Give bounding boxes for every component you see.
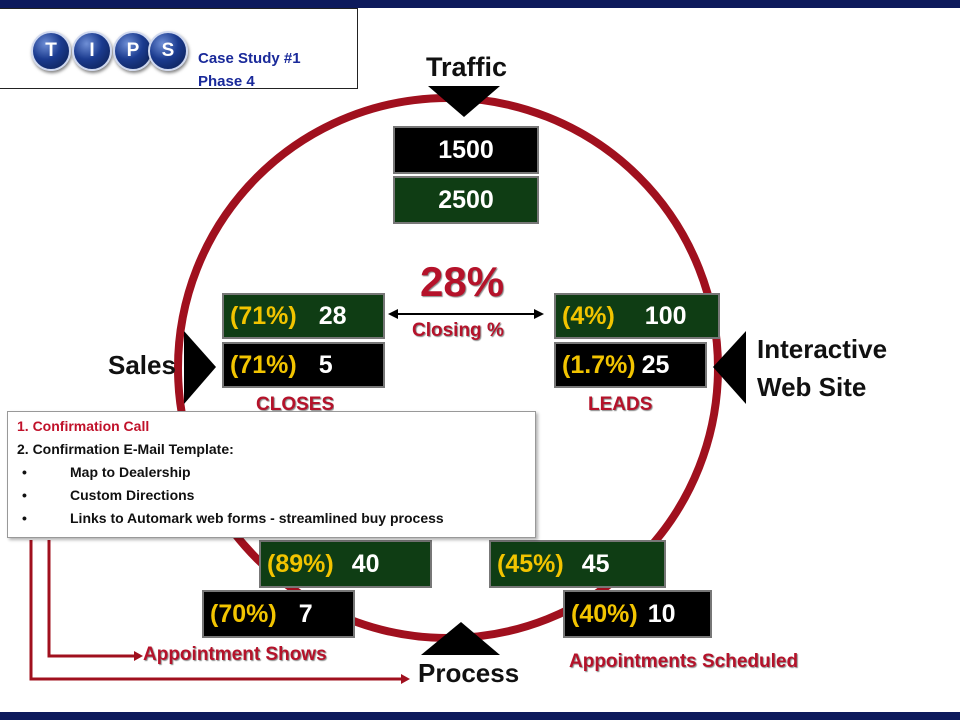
bullet-icon: • xyxy=(22,464,27,480)
callout-item-1: 1. Confirmation Call xyxy=(17,418,150,434)
traffic-top-value: 1500 xyxy=(438,135,494,164)
case-study-line1: Case Study #1 xyxy=(198,50,301,67)
leads-box-bottom: (1.7%) 25 xyxy=(554,342,707,388)
closes-bottom-percent: (71%) xyxy=(230,350,297,379)
closing-percent: 28% xyxy=(420,258,505,305)
interactive-arrow xyxy=(713,331,746,404)
leads-bottom-value: 25 xyxy=(641,350,670,379)
leads-box-top: (4%) 100 xyxy=(554,293,720,339)
sales-arrow xyxy=(184,331,216,404)
bottom-bar xyxy=(0,712,960,720)
callout-bullet-text: Links to Automark web forms - streamline… xyxy=(70,510,444,526)
closing-arrowhead-left xyxy=(388,309,398,319)
case-study-line2: Phase 4 xyxy=(198,73,255,90)
bullet-icon: • xyxy=(22,487,27,503)
closes-label: CLOSES xyxy=(256,394,335,411)
bullet-icon: • xyxy=(22,510,27,526)
closes-box-bottom: (71%) 5 xyxy=(222,342,385,388)
flow-arrowhead-process xyxy=(401,674,410,684)
interactive-label-line2: Web Site xyxy=(757,372,867,402)
appointment-shows-label: Appointment Shows xyxy=(143,644,327,665)
traffic-label: Traffic xyxy=(426,52,508,82)
callout-bullet-text: Custom Directions xyxy=(70,487,195,503)
logo-ball-i: I xyxy=(72,31,112,71)
process-arrow xyxy=(421,622,500,655)
closes-box-top: (71%) 28 xyxy=(222,293,385,339)
scheduled-bottom-percent: (40%) xyxy=(571,599,638,628)
traffic-box-top: 1500 xyxy=(393,126,539,174)
confirmation-callout: 1. Confirmation Call 2. Confirmation E-M… xyxy=(7,411,536,538)
case-study-label: Case Study #1 Phase 4 xyxy=(198,47,301,93)
process-label: Process xyxy=(418,658,520,688)
shows-bottom-value: 7 xyxy=(298,599,313,628)
logo-ball-t: T xyxy=(31,31,71,71)
traffic-arrow xyxy=(428,86,500,117)
leads-bottom-percent: (1.7%) xyxy=(562,350,636,379)
interactive-label-line1: Interactive xyxy=(757,334,888,364)
closing-arrowhead-right xyxy=(534,309,544,319)
leads-top-percent: (4%) xyxy=(562,301,615,330)
logo-panel: T I P S Case Study #1 Phase 4 xyxy=(0,8,358,90)
appointments-scheduled-label: Appointments Scheduled xyxy=(569,651,799,672)
scheduled-top-percent: (45%) xyxy=(497,549,564,578)
scheduled-box-bottom: (40%) 10 xyxy=(563,590,712,638)
traffic-bottom-value: 2500 xyxy=(438,185,494,214)
closing-percent-label: Closing % xyxy=(412,320,504,341)
shows-box-top: (89%) 40 xyxy=(259,540,432,588)
logo-ball-s: S xyxy=(148,31,188,71)
closes-top-percent: (71%) xyxy=(230,301,297,330)
scheduled-box-top: (45%) 45 xyxy=(489,540,666,588)
top-bar xyxy=(0,0,960,8)
flow-line-process xyxy=(29,540,403,681)
closes-bottom-value: 5 xyxy=(318,350,333,379)
leads-top-value: 100 xyxy=(644,301,687,330)
shows-bottom-percent: (70%) xyxy=(210,599,277,628)
scheduled-top-value: 45 xyxy=(581,549,610,578)
shows-top-value: 40 xyxy=(351,549,380,578)
scheduled-bottom-value: 10 xyxy=(647,599,676,628)
closes-top-value: 28 xyxy=(318,301,347,330)
callout-item-2: 2. Confirmation E-Mail Template: xyxy=(17,441,234,457)
leads-label: LEADS xyxy=(588,394,653,415)
shows-top-percent: (89%) xyxy=(267,549,334,578)
callout-bullet-text: Map to Dealership xyxy=(70,464,191,480)
flow-line-shows xyxy=(47,540,136,658)
sales-label: Sales xyxy=(108,350,176,380)
traffic-box-bottom: 2500 xyxy=(393,176,539,224)
shows-box-bottom: (70%) 7 xyxy=(202,590,355,638)
interactive-label: Interactive Web Site xyxy=(757,330,887,406)
flow-arrowhead-shows xyxy=(134,651,143,661)
